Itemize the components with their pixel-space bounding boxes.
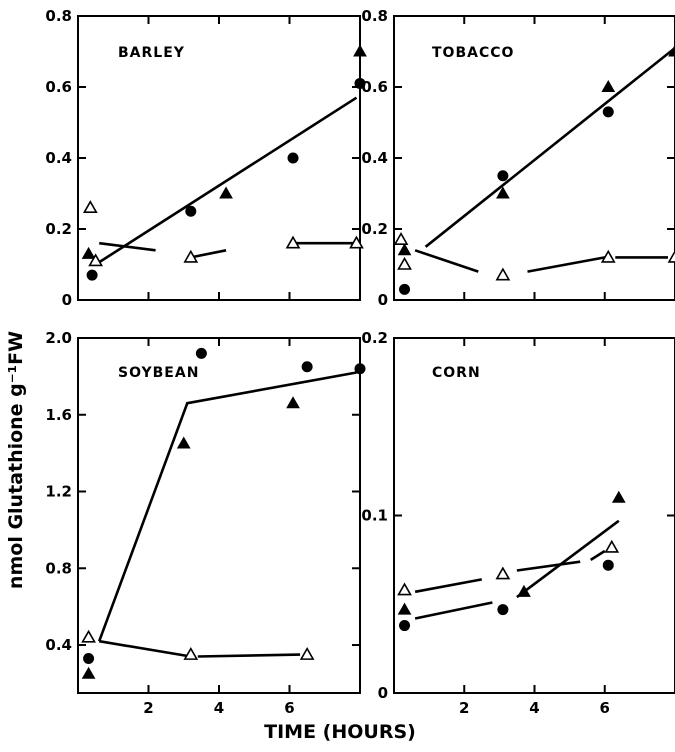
- x-tick-label: 4: [214, 699, 224, 717]
- data-point-filled-circle: [497, 170, 509, 182]
- data-point-open-triangle: [600, 249, 616, 263]
- data-point-open-triangle: [393, 232, 409, 245]
- y-tick-label: 0.1: [361, 507, 388, 525]
- data-point-open-triangle: [397, 256, 412, 270]
- trend-line: [516, 560, 581, 572]
- data-point-filled-circle: [354, 77, 366, 89]
- x-tick-label: 6: [600, 699, 610, 717]
- data-point-filled-circle: [602, 559, 614, 571]
- x-tick-label: 2: [459, 699, 469, 717]
- panel-tobacco: 0 0.2 0.4 0.6 0.8 TOBACCO: [361, 7, 675, 309]
- panel-title: SOYBEAN: [118, 365, 199, 381]
- data-point-open-triangle: [81, 629, 96, 643]
- data-point-filled-circle: [195, 347, 207, 359]
- data-point-open-triangle: [495, 566, 511, 580]
- y-tick-label: 1.2: [45, 483, 72, 501]
- panel-barley: 0 0.2 0.4 0.6 0.8 BARLEY: [45, 7, 367, 309]
- data-point-open-triangle: [183, 647, 199, 660]
- plot-frame: [393, 337, 675, 694]
- data-point-filled-triangle: [517, 584, 531, 597]
- y-tick-label: 0.2: [361, 220, 388, 238]
- y-tick-label: 0.4: [45, 636, 72, 654]
- data-point-filled-circle: [399, 620, 411, 632]
- y-tick-label: 0: [378, 684, 388, 702]
- data-point-filled-triangle: [81, 666, 96, 679]
- trend-line: [94, 96, 358, 266]
- y-tick-label: 0: [62, 291, 72, 309]
- data-point-filled-triangle: [81, 246, 96, 259]
- y-tick-label: 0.2: [45, 220, 72, 238]
- data-point-open-triangle: [183, 249, 199, 263]
- data-point-filled-triangle: [496, 186, 510, 199]
- data-point-open-triangle: [88, 253, 104, 267]
- trend-line: [424, 46, 675, 248]
- y-axis-title: nmol Glutathione g⁻¹FW: [5, 331, 27, 589]
- data-point-filled-circle: [399, 283, 411, 295]
- y-tick-label: 0.6: [45, 78, 72, 96]
- data-point-filled-triangle: [397, 602, 412, 615]
- trend-line: [98, 639, 192, 658]
- trend-line: [99, 241, 156, 252]
- data-point-open-triangle: [299, 647, 315, 660]
- panel-title: CORN: [432, 365, 481, 381]
- panel-corn: 0 0.1 0.2 2 4 6 CORN: [361, 329, 675, 717]
- data-point-filled-circle: [83, 652, 95, 664]
- data-point-filled-circle: [354, 363, 366, 375]
- y-tick-label: 0.4: [45, 149, 72, 167]
- trend-line: [414, 601, 493, 620]
- panel-title: BARLEY: [118, 45, 185, 61]
- trend-line: [197, 653, 301, 658]
- data-point-open-triangle: [604, 539, 620, 553]
- x-tick-label: 2: [143, 699, 153, 717]
- data-point-filled-circle: [86, 269, 98, 281]
- data-point-open-triangle: [397, 582, 412, 596]
- y-tick-label: 0.6: [361, 78, 388, 96]
- data-point-filled-triangle: [353, 44, 367, 57]
- trend-line: [516, 519, 620, 599]
- chart-panels: 00.20.40.60.8BARLEY00.20.40.60.8TOBACCO0…: [45, 7, 675, 717]
- y-tick-label: 1.6: [45, 406, 72, 424]
- data-point-filled-triangle: [668, 44, 675, 57]
- data-point-filled-triangle: [601, 79, 616, 92]
- data-point-filled-triangle: [286, 396, 300, 409]
- data-point-filled-circle: [301, 361, 313, 373]
- data-point-filled-circle: [287, 152, 299, 164]
- trend-line: [414, 249, 479, 273]
- plot-frame: [77, 337, 361, 694]
- y-tick-label: 0.8: [45, 559, 72, 577]
- data-point-filled-triangle: [397, 243, 412, 256]
- data-point-filled-circle: [497, 604, 509, 616]
- trend-line: [414, 578, 483, 594]
- data-point-open-triangle: [667, 249, 675, 263]
- x-tick-label: 4: [529, 699, 539, 717]
- x-tick-label: 6: [284, 699, 294, 717]
- panel-soybean: 0.4 0.8 1.2 1.6 2.0 2 4 6 SOYBEAN: [45, 329, 366, 717]
- y-tick-label: 0.8: [45, 7, 72, 25]
- y-tick-label: 0.4: [361, 149, 388, 167]
- panel-title: TOBACCO: [432, 45, 514, 61]
- data-point-filled-circle: [185, 205, 197, 217]
- data-point-open-triangle: [495, 267, 511, 281]
- x-axis-title: TIME (HOURS): [264, 721, 416, 743]
- data-point-filled-triangle: [176, 436, 191, 449]
- data-point-open-triangle: [349, 235, 364, 249]
- data-point-filled-triangle: [611, 490, 626, 503]
- trend-line: [527, 256, 606, 273]
- trend-line: [97, 371, 357, 642]
- data-point-open-triangle: [285, 235, 301, 249]
- data-point-filled-circle: [602, 106, 614, 118]
- y-tick-label: 0.8: [361, 7, 388, 25]
- data-point-filled-triangle: [219, 186, 233, 199]
- y-tick-label: 0.2: [361, 329, 388, 347]
- y-tick-label: 0: [378, 291, 388, 309]
- trend-line: [590, 549, 606, 561]
- data-point-open-triangle: [82, 200, 98, 213]
- y-tick-label: 2.0: [45, 329, 72, 347]
- trend-line: [190, 249, 227, 259]
